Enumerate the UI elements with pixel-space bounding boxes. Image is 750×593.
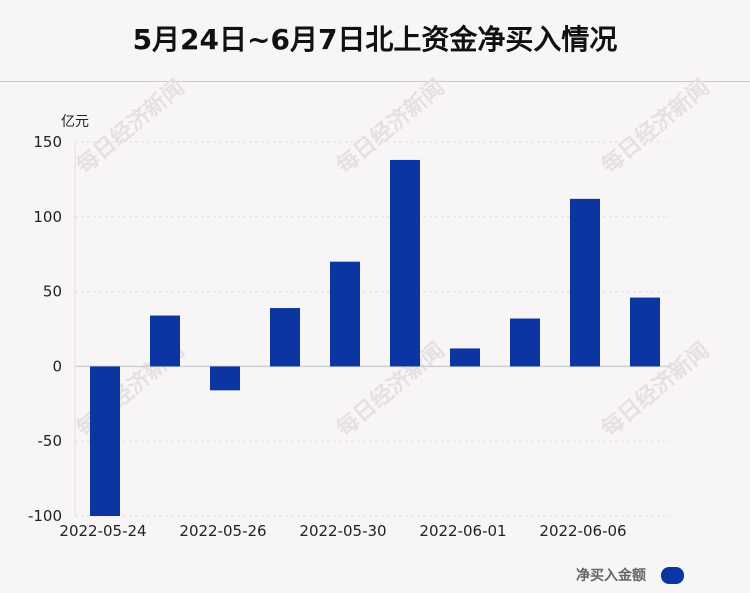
x-tick-label: 2022-06-06 xyxy=(539,522,626,540)
x-tick-label: 2022-05-30 xyxy=(299,522,386,540)
x-axis-ticks: 2022-05-24 2022-05-26 2022-05-30 2022-06-01… xyxy=(59,522,626,540)
legend-swatch xyxy=(661,567,684,584)
bar xyxy=(630,297,660,367)
bar xyxy=(210,366,240,391)
bar xyxy=(270,308,300,367)
y-axis-unit: 亿元 xyxy=(61,114,89,130)
bar xyxy=(450,348,480,367)
x-tick-label: 2022-05-24 xyxy=(59,522,146,540)
y-tick-label: -100 xyxy=(28,507,62,525)
bar xyxy=(510,318,540,367)
title-divider xyxy=(0,81,750,82)
y-tick-label: 150 xyxy=(33,133,62,151)
y-axis-ticks: 150 100 50 0 -50 -100 xyxy=(28,133,62,525)
x-tick-label: 2022-05-26 xyxy=(179,522,266,540)
bar xyxy=(390,159,420,367)
bar xyxy=(330,261,360,367)
bar xyxy=(150,315,180,367)
y-tick-label: -50 xyxy=(38,432,63,450)
x-tick-label: 2022-06-01 xyxy=(419,522,506,540)
chart-title: 5月24日~6月7日北上资金净买入情况 xyxy=(132,23,618,56)
bar xyxy=(90,366,120,516)
y-tick-label: 100 xyxy=(33,208,62,226)
watermark-text: 每日经济新闻 xyxy=(72,74,190,179)
y-tick-label: 0 xyxy=(52,357,62,375)
bars xyxy=(90,159,660,516)
bar xyxy=(570,198,600,367)
legend-label: 净买入金额 xyxy=(576,568,646,584)
y-tick-label: 50 xyxy=(43,283,62,301)
watermark-text: 每日经济新闻 xyxy=(597,74,715,179)
